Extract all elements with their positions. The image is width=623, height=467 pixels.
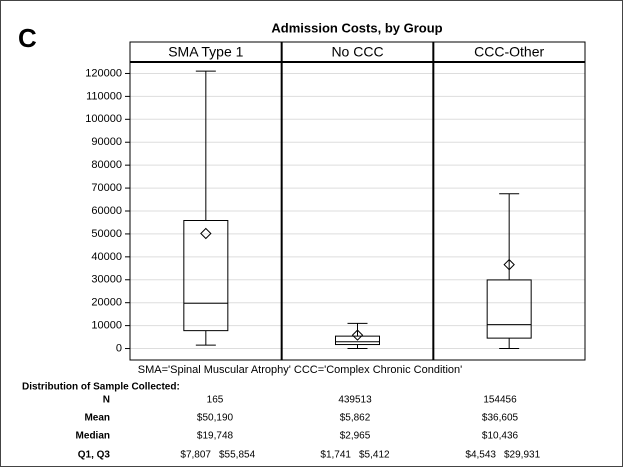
y-tick-label: 40000 [91, 251, 122, 263]
footnote: SMA='Spinal Muscular Atrophy' CCC='Compl… [138, 364, 462, 376]
mean-marker [200, 227, 212, 240]
y-tick-label: 20000 [91, 297, 122, 309]
cell: $4,543 [465, 450, 496, 461]
panel-label: C [18, 23, 37, 53]
box [486, 279, 532, 339]
y-tick-label: 90000 [91, 136, 122, 148]
y-tick-label: 100000 [85, 113, 122, 125]
cell: $5,412 [359, 450, 390, 461]
mean-marker [503, 258, 515, 271]
cell: 439513 [338, 395, 372, 406]
cell: $2,965 [340, 431, 371, 442]
y-tick-label: 120000 [85, 67, 122, 79]
cell: 165 [207, 395, 224, 406]
cell: $5,862 [340, 413, 371, 424]
row-label: Q1, Q3 [78, 450, 111, 461]
box [183, 220, 229, 332]
y-tick-label: 70000 [91, 182, 122, 194]
cell: $36,605 [482, 413, 519, 424]
cell: $19,748 [197, 431, 234, 442]
y-tick-label: 110000 [86, 90, 122, 102]
cell: $1,741 [320, 450, 351, 461]
row-label: Mean [84, 413, 110, 424]
y-tick-label: 0 [116, 342, 122, 354]
y-tick-label: 50000 [91, 228, 122, 240]
chart-title: Admission Costs, by Group [271, 20, 442, 35]
cell: $7,807 [180, 450, 211, 461]
row-label: Median [76, 431, 110, 442]
cell: $50,190 [197, 413, 234, 424]
panel-header: CCC-Other [474, 44, 544, 60]
panel-header: No CCC [331, 44, 383, 60]
y-tick-label: 60000 [91, 205, 122, 217]
cell: $29,931 [504, 450, 541, 461]
cell: $55,854 [219, 450, 256, 461]
y-tick-label: 10000 [91, 320, 122, 332]
cell: $10,436 [482, 431, 519, 442]
box [335, 335, 380, 346]
y-tick-label: 80000 [91, 159, 122, 171]
plot-frame [129, 41, 586, 361]
mean-marker [351, 329, 364, 341]
table-title: Distribution of Sample Collected: [22, 382, 180, 393]
panel-header: SMA Type 1 [168, 44, 243, 60]
cell: 154456 [483, 395, 517, 406]
y-tick-label: 30000 [91, 274, 122, 286]
row-label: N [103, 395, 110, 406]
